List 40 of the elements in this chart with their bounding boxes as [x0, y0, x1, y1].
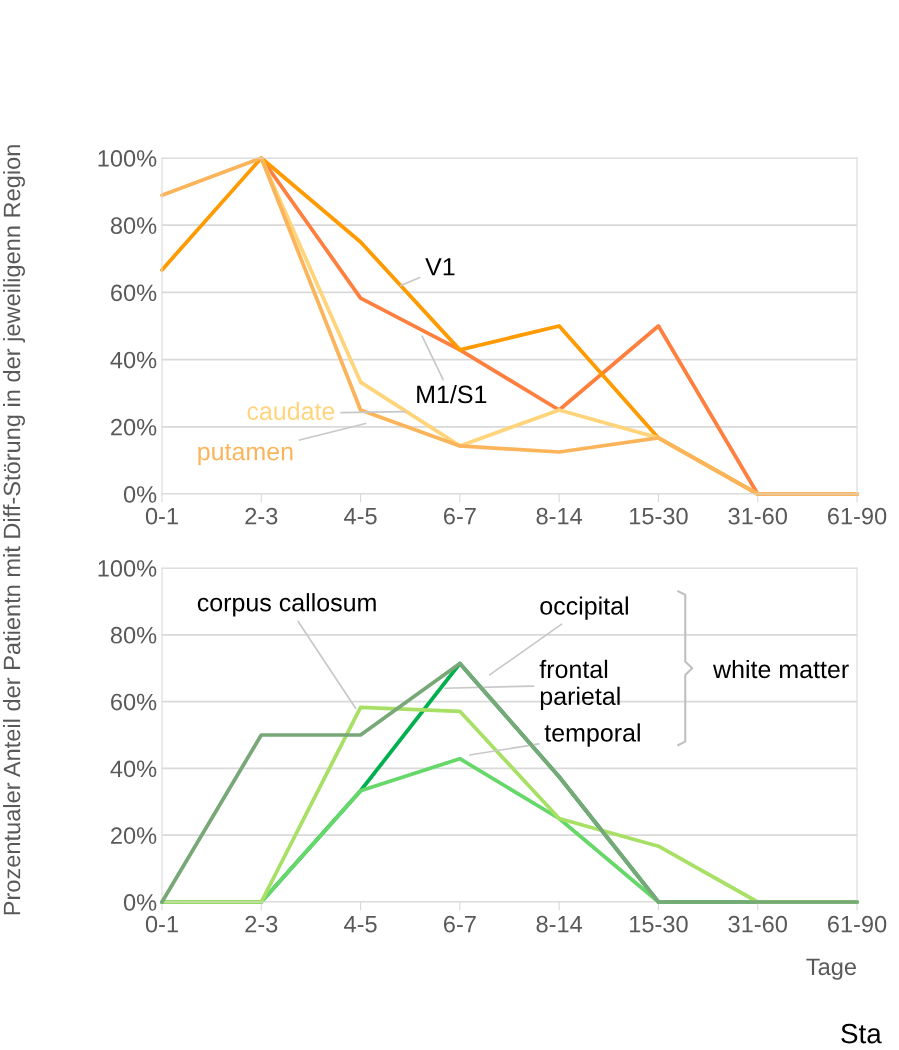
x-tick-label: 6-7 [444, 915, 476, 933]
y-tick-label: 60% [111, 284, 157, 302]
annotation: white matter [713, 659, 849, 679]
series-label: caudate [247, 401, 335, 421]
x-tick-label: 8-14 [536, 507, 583, 525]
x-tick-label: 4-5 [344, 916, 377, 933]
y-tick-label: 0% [123, 894, 157, 911]
series-label: M1/S1 [417, 384, 487, 404]
x-tick-label: 15-30 [630, 915, 688, 933]
y-tick-label: 80% [110, 626, 157, 644]
y-tick-label: 60% [111, 693, 157, 711]
x-tick-label: 61-90 [828, 507, 887, 525]
y-axis-title: Prozentualer Anteil der Patientn mit Diff-Störung in der jeweiligenn Region [3, 145, 25, 915]
x-tick-label: 15-30 [630, 507, 688, 525]
x-tick-label: 6-7 [444, 507, 476, 525]
y-tick-label: 100% [98, 560, 157, 577]
x-tick-label: 2-3 [245, 915, 278, 933]
series-label: frontal parietal [539, 659, 620, 711]
y-tick-label: 0% [123, 486, 157, 503]
text: temporal [544, 723, 640, 747]
text: Sta [841, 1023, 882, 1044]
x-tick-label: 4-5 [344, 508, 377, 525]
x-tick-label: 2-3 [245, 507, 278, 525]
x-tick-label: 61-90 [828, 915, 887, 933]
x-tick-label: 8-14 [536, 915, 583, 933]
x-tick-label: 0-1 [145, 915, 178, 933]
y-tick-label: 40% [110, 760, 157, 778]
text: occipital [540, 596, 628, 620]
y-tick-label: 20% [111, 827, 157, 844]
y-tick-label: 100% [98, 150, 157, 167]
text: corpus callosum [197, 593, 376, 617]
y-tick-label: 20% [111, 418, 157, 436]
x-tick-label: 31-60 [728, 915, 787, 933]
x-axis-title: Tage [806, 958, 856, 980]
y-tick-label: 40% [110, 351, 157, 369]
x-tick-label: 31-60 [728, 507, 787, 525]
x-tick-label: 0-1 [145, 507, 178, 525]
series-label: V1 [425, 258, 455, 276]
text: putamen [198, 443, 293, 466]
y-tick-label: 80% [110, 217, 157, 234]
